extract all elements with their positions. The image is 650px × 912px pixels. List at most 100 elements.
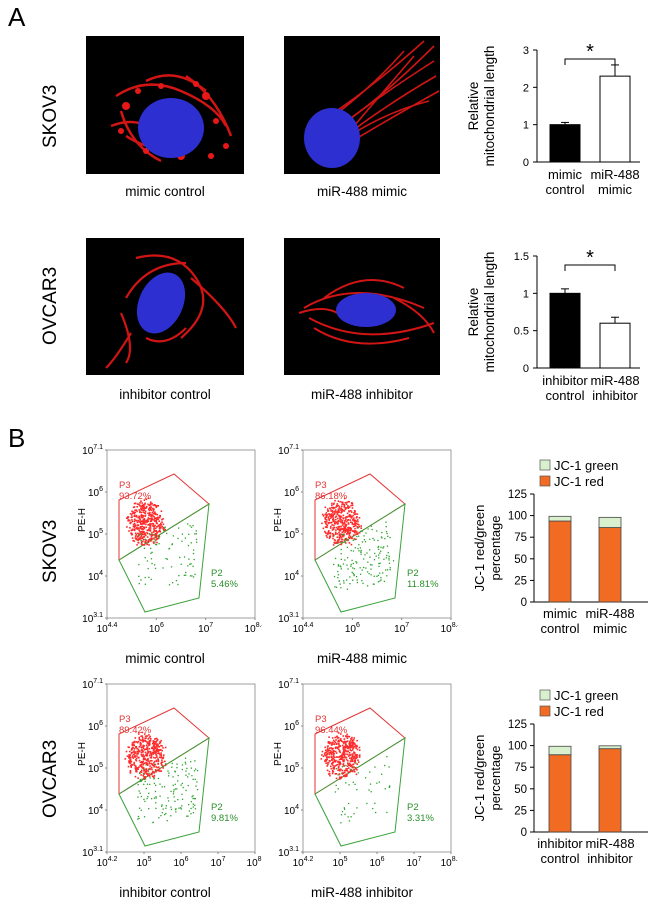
point-red <box>135 519 138 522</box>
point-red <box>142 504 145 506</box>
caption-facs-skov3-mimic-control: mimic control <box>125 651 205 666</box>
point-red <box>137 516 140 519</box>
point-red <box>334 509 337 511</box>
point-red <box>355 516 358 519</box>
point-green <box>177 780 179 782</box>
point-green <box>187 565 189 567</box>
point-green <box>186 767 188 770</box>
y-tick-label: 107.1 <box>82 678 103 691</box>
point-red <box>339 758 342 760</box>
point-red <box>334 542 336 544</box>
x-tick-label: control <box>540 851 579 866</box>
micrograph-image <box>86 36 244 174</box>
point-green <box>141 779 143 782</box>
point-red <box>340 518 342 521</box>
point-red <box>348 513 351 516</box>
point-red <box>131 747 134 750</box>
point-red <box>142 518 145 521</box>
point-red <box>332 544 335 546</box>
point-red <box>145 769 148 772</box>
point-red <box>339 509 342 511</box>
point-red <box>128 761 130 764</box>
point-red <box>329 532 332 535</box>
point-red <box>152 770 154 773</box>
point-red <box>147 759 149 761</box>
point-red <box>344 775 346 778</box>
point-red <box>131 519 133 521</box>
point-red <box>141 736 144 739</box>
point-green <box>354 783 356 786</box>
point-red <box>142 544 145 546</box>
point-red <box>340 511 342 514</box>
point-red <box>139 741 142 744</box>
point-red <box>149 768 151 771</box>
point-red <box>345 773 348 776</box>
point-red <box>351 507 354 509</box>
point-green <box>140 539 142 542</box>
point-red <box>145 523 147 526</box>
point-red <box>135 741 138 743</box>
point-red <box>145 507 147 509</box>
caption-skov3-mir488-mimic: miR-488 mimic <box>316 184 407 199</box>
point-green <box>366 552 368 554</box>
x-tick-label: 107 <box>198 622 213 635</box>
point-green <box>370 568 372 570</box>
point-red <box>153 528 155 530</box>
point-red <box>141 507 144 510</box>
point-red <box>339 535 342 538</box>
point-red <box>136 741 139 744</box>
point-red <box>358 749 361 752</box>
point-red <box>337 540 339 543</box>
point-green <box>193 797 196 800</box>
point-red <box>344 755 346 758</box>
point-red <box>343 539 346 541</box>
point-green <box>357 772 359 774</box>
bar <box>549 292 581 369</box>
point-red <box>326 749 329 751</box>
point-green <box>195 538 198 541</box>
point-red <box>356 523 359 526</box>
point-red <box>340 755 343 757</box>
point-red <box>149 503 152 505</box>
plot-frame <box>302 683 452 853</box>
point-red <box>127 516 130 518</box>
x-tick-label: 106 <box>173 856 188 869</box>
point-red <box>350 769 353 771</box>
point-red <box>147 524 149 526</box>
point-red <box>353 752 355 755</box>
point-green <box>185 571 187 574</box>
point-red <box>347 532 349 535</box>
point-red <box>344 756 347 759</box>
y-tick-label: 103.1 <box>278 846 299 859</box>
point-green <box>195 533 198 535</box>
point-red <box>144 514 147 517</box>
point-red <box>337 740 339 743</box>
point-red <box>151 768 153 771</box>
point-green <box>154 543 157 546</box>
point-red <box>347 767 350 769</box>
point-green <box>352 579 354 581</box>
point-red <box>332 514 334 516</box>
point-green <box>174 770 176 772</box>
point-red <box>126 517 129 520</box>
point-red <box>155 539 157 541</box>
point-red <box>135 746 137 749</box>
point-red <box>146 735 149 737</box>
point-red <box>332 534 335 536</box>
point-green <box>165 805 167 807</box>
point-red <box>140 769 143 772</box>
point-red <box>328 518 330 520</box>
point-red <box>335 511 337 513</box>
point-red <box>159 753 161 756</box>
point-red <box>343 506 346 508</box>
point-red <box>335 518 337 521</box>
point-green <box>166 532 168 535</box>
x-tick-label: 107 <box>210 856 225 869</box>
chart-a-ovcar3: Relative mitochondrial length 0 0.5 1 1.5 inhi… <box>460 246 640 416</box>
y-tick-label: 0 <box>521 597 527 609</box>
point-red <box>343 535 345 537</box>
point-green <box>350 550 352 552</box>
point-red <box>323 753 326 755</box>
point-green <box>159 783 161 785</box>
